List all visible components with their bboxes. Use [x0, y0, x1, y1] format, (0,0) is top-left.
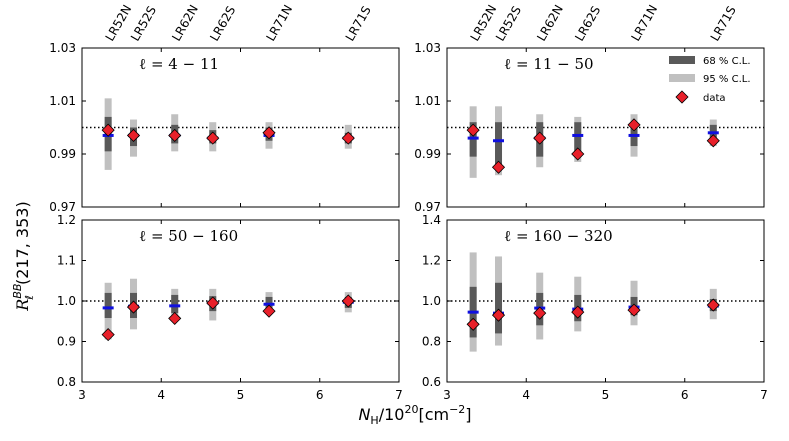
data-point [341, 294, 355, 308]
y-tick-label: 1.01 [414, 94, 441, 108]
x-tick-label: 4 [522, 388, 530, 402]
y-tick-label: 0.97 [414, 200, 441, 214]
region-label: LR62S [572, 4, 603, 44]
y-tick-label: 1.03 [49, 41, 76, 55]
y-tick-label: 0.6 [422, 375, 441, 389]
data-point [491, 308, 506, 322]
data-point [706, 298, 720, 312]
y-tick-label: 1.0 [422, 294, 441, 308]
data-point [571, 305, 585, 319]
cl68-bar [171, 294, 179, 314]
data-point [101, 328, 115, 342]
data-point [168, 128, 182, 143]
x-tick-label: 5 [602, 388, 610, 402]
legend-swatch-68 [669, 56, 695, 64]
legend-swatch-95 [669, 74, 695, 82]
data-point [491, 160, 506, 174]
data-point [126, 300, 141, 314]
region-label: LR71N [629, 2, 661, 43]
panel-label: ℓ = 50 − 160 [139, 227, 238, 245]
legend-label-68: 68 % C.L. [703, 56, 751, 67]
data-point [571, 147, 585, 161]
x-tick-label: 3 [443, 388, 451, 402]
legend: 68 % C.L. 95 % C.L. data [669, 56, 751, 104]
panel-label: ℓ = 4 − 11 [139, 55, 219, 73]
cl68-bar [265, 296, 273, 309]
data-point [706, 134, 720, 148]
data-point [341, 131, 355, 145]
data-point [262, 126, 276, 140]
data-point [627, 118, 641, 132]
y-tick-label: 1.1 [57, 254, 76, 268]
y-tick-label: 0.99 [49, 147, 76, 161]
y-tick-label: 0.99 [414, 147, 441, 161]
y-tick-label: 1.03 [414, 41, 441, 55]
panel-label: ℓ = 160 − 320 [504, 227, 613, 245]
cl68-bar [495, 282, 503, 334]
cl68-bar [495, 122, 503, 168]
x-tick-label: 4 [157, 388, 165, 402]
data-point [466, 123, 480, 137]
legend-label-data: data [703, 93, 726, 104]
y-tick-label: 1.0 [57, 294, 76, 308]
x-tick-label: 7 [395, 388, 403, 402]
region-label: LR71N [264, 2, 296, 43]
data-point [466, 317, 480, 331]
y-tick-label: 0.97 [49, 200, 76, 214]
data-point [206, 296, 220, 310]
panel-label: ℓ = 11 − 50 [504, 55, 594, 73]
data-point [206, 131, 220, 145]
y-axis-title: RBBℓ(217, 353) [11, 201, 36, 311]
data-point [533, 131, 547, 145]
data-point [126, 128, 141, 143]
x-tick-label: 3 [78, 388, 86, 402]
region-label: LR71S [343, 4, 374, 44]
x-tick-label: 7 [760, 388, 768, 402]
y-tick-label: 0.8 [422, 335, 441, 349]
legend-label-95: 95 % C.L. [703, 74, 751, 85]
panel-4: 3 4 5 6 7 0.6 0.8 1.0 1.2 1.4 ℓ = 160 − 320 [422, 213, 768, 402]
data-point [533, 306, 547, 320]
x-tick-label: 6 [316, 388, 324, 402]
data-point [627, 303, 641, 317]
region-label: LR62N [169, 2, 201, 43]
y-tick-label: 0.8 [57, 375, 76, 389]
x-tick-label: 5 [237, 388, 245, 402]
data-point [262, 304, 276, 318]
y-tick-label: 1.2 [57, 213, 76, 227]
x-tick-label: 6 [681, 388, 689, 402]
data-point [101, 123, 115, 137]
x-axis-title: NH/1020[cm−2] [358, 403, 471, 427]
y-tick-label: 1.4 [422, 213, 441, 227]
region-label: LR62N [534, 2, 566, 43]
y-tick-label: 1.2 [422, 254, 441, 268]
y-tick-label: 0.9 [57, 335, 76, 349]
region-label: LR71S [708, 4, 739, 44]
region-label: LR62S [207, 4, 238, 44]
panel-3: 3 4 5 6 7 0.8 0.9 1.0 1.1 1.2 ℓ = 50 − 160 [57, 213, 403, 402]
cl68-bar [104, 292, 112, 319]
legend-swatch-data [675, 90, 689, 104]
y-tick-label: 1.01 [49, 94, 76, 108]
data-point [168, 311, 182, 325]
